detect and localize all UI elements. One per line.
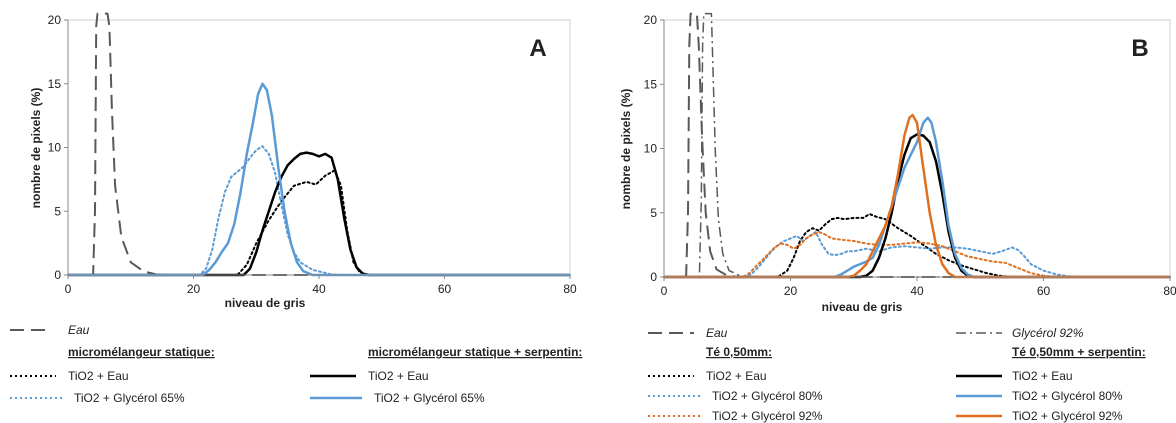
legend-item: TiO2 + Eau — [648, 369, 767, 383]
series-line-1 — [664, 12, 1170, 278]
legend-group-header: micromélangeur statique: — [68, 345, 215, 359]
legend-group-header: Té 0,50mm + serpentin: — [1012, 345, 1146, 359]
panel-b: 0 20 40 60 80 0 5 10 15 20 B niveau de gris nombr… — [619, 12, 1176, 423]
panel-label: B — [1131, 35, 1148, 62]
y-axis-title: nombre de pixels (%) — [619, 89, 633, 210]
legend-item: TiO2 + Eau — [310, 369, 429, 383]
legend-item: TiO2 + Glycérol 80% — [648, 389, 823, 403]
y-tick-label: 5 — [54, 204, 61, 218]
legend-label: Eau — [68, 323, 90, 337]
series-line-1 — [68, 12, 570, 276]
legend-label: TiO2 + Eau — [1012, 369, 1073, 383]
legend-label: Glycérol 92% — [1012, 326, 1084, 340]
legend-item: TiO2 + Glycérol 92% — [648, 409, 823, 423]
legend-item: TiO2 + Glycérol 92% — [956, 409, 1123, 423]
legend-label: TiO2 + Glycérol 92% — [712, 409, 823, 423]
legend-label: TiO2 + Glycérol 80% — [712, 389, 823, 403]
axis-layer: 0 20 40 60 80 0 5 10 15 20 — [48, 13, 577, 296]
x-tick-label: 20 — [784, 284, 798, 298]
x-tick-label: 0 — [65, 282, 72, 296]
panel-a: 0 20 40 60 80 0 5 10 15 20 A niveau de gris nombr… — [10, 12, 582, 405]
series-line-3 — [67, 145, 571, 276]
legend-item: TiO2 + Glycérol 80% — [956, 389, 1123, 403]
x-tick-label: 40 — [312, 282, 326, 296]
panel-label: A — [529, 35, 546, 62]
series-line-5 — [663, 231, 1171, 278]
legend-label: TiO2 + Glycérol 92% — [1012, 409, 1123, 423]
series-layer — [663, 12, 1171, 279]
plot-frame — [663, 19, 1171, 278]
legend-label: Eau — [706, 326, 728, 340]
legend-label: TiO2 + Glycérol 65% — [374, 391, 485, 405]
x-tick-label: 20 — [187, 282, 201, 296]
x-tick-label: 80 — [1163, 284, 1176, 298]
y-tick-label: 15 — [644, 77, 658, 91]
y-tick-label: 5 — [650, 206, 657, 220]
x-axis-title: niveau de gris — [822, 300, 903, 314]
series-line-2 — [664, 12, 1170, 278]
x-tick-label: 60 — [1037, 284, 1051, 298]
series-line-3 — [663, 213, 1171, 278]
series-line-6 — [664, 133, 1170, 279]
y-tick-label: 0 — [650, 270, 657, 284]
series-line-4 — [663, 231, 1171, 278]
series-line-5 — [68, 82, 570, 277]
y-tick-label: 20 — [644, 13, 658, 27]
series-layer — [67, 12, 571, 277]
y-tick-label: 20 — [48, 13, 62, 27]
y-tick-label: 10 — [644, 142, 658, 156]
legend-item: TiO2 + Eau — [10, 369, 129, 383]
series-line-4 — [68, 151, 570, 277]
legend-item-eau: Eau — [648, 326, 728, 340]
series-line-7 — [664, 116, 1170, 279]
x-tick-label: 60 — [438, 282, 452, 296]
x-tick-label: 80 — [563, 282, 577, 296]
y-tick-label: 10 — [48, 141, 62, 155]
legend-label: TiO2 + Eau — [706, 369, 767, 383]
x-tick-label: 0 — [661, 284, 668, 298]
legend: Eau Glycérol 92% Té 0,50mm: Té 0,50mm + … — [648, 326, 1146, 423]
y-tick-label: 15 — [48, 77, 62, 91]
x-axis-title: niveau de gris — [225, 296, 306, 310]
series-line-2 — [67, 169, 571, 276]
legend-group-header: micromélangeur statique + serpentin: — [368, 345, 582, 359]
legend-label: TiO2 + Eau — [368, 369, 429, 383]
legend: Eau micromélangeur statique: micromélang… — [10, 323, 582, 405]
legend-label: TiO2 + Glycérol 80% — [1012, 389, 1123, 403]
series-line-8 — [664, 113, 1170, 279]
legend-group-header: Té 0,50mm: — [706, 345, 772, 359]
legend-item-glycerol: Glycérol 92% — [956, 326, 1084, 340]
legend-item: TiO2 + Eau — [956, 369, 1073, 383]
legend-label: TiO2 + Glycérol 65% — [74, 391, 185, 405]
legend-item: TiO2 + Glycérol 65% — [10, 391, 185, 405]
y-tick-label: 0 — [54, 268, 61, 282]
y-axis-title: nombre de pixels (%) — [29, 88, 43, 209]
legend-item: TiO2 + Glycérol 65% — [310, 391, 485, 405]
plot-frame — [67, 19, 571, 276]
legend-label: TiO2 + Eau — [68, 369, 129, 383]
x-tick-label: 40 — [910, 284, 924, 298]
axis-layer: 0 20 40 60 80 0 5 10 15 20 — [644, 13, 1176, 298]
legend-item-eau: Eau — [10, 323, 90, 337]
